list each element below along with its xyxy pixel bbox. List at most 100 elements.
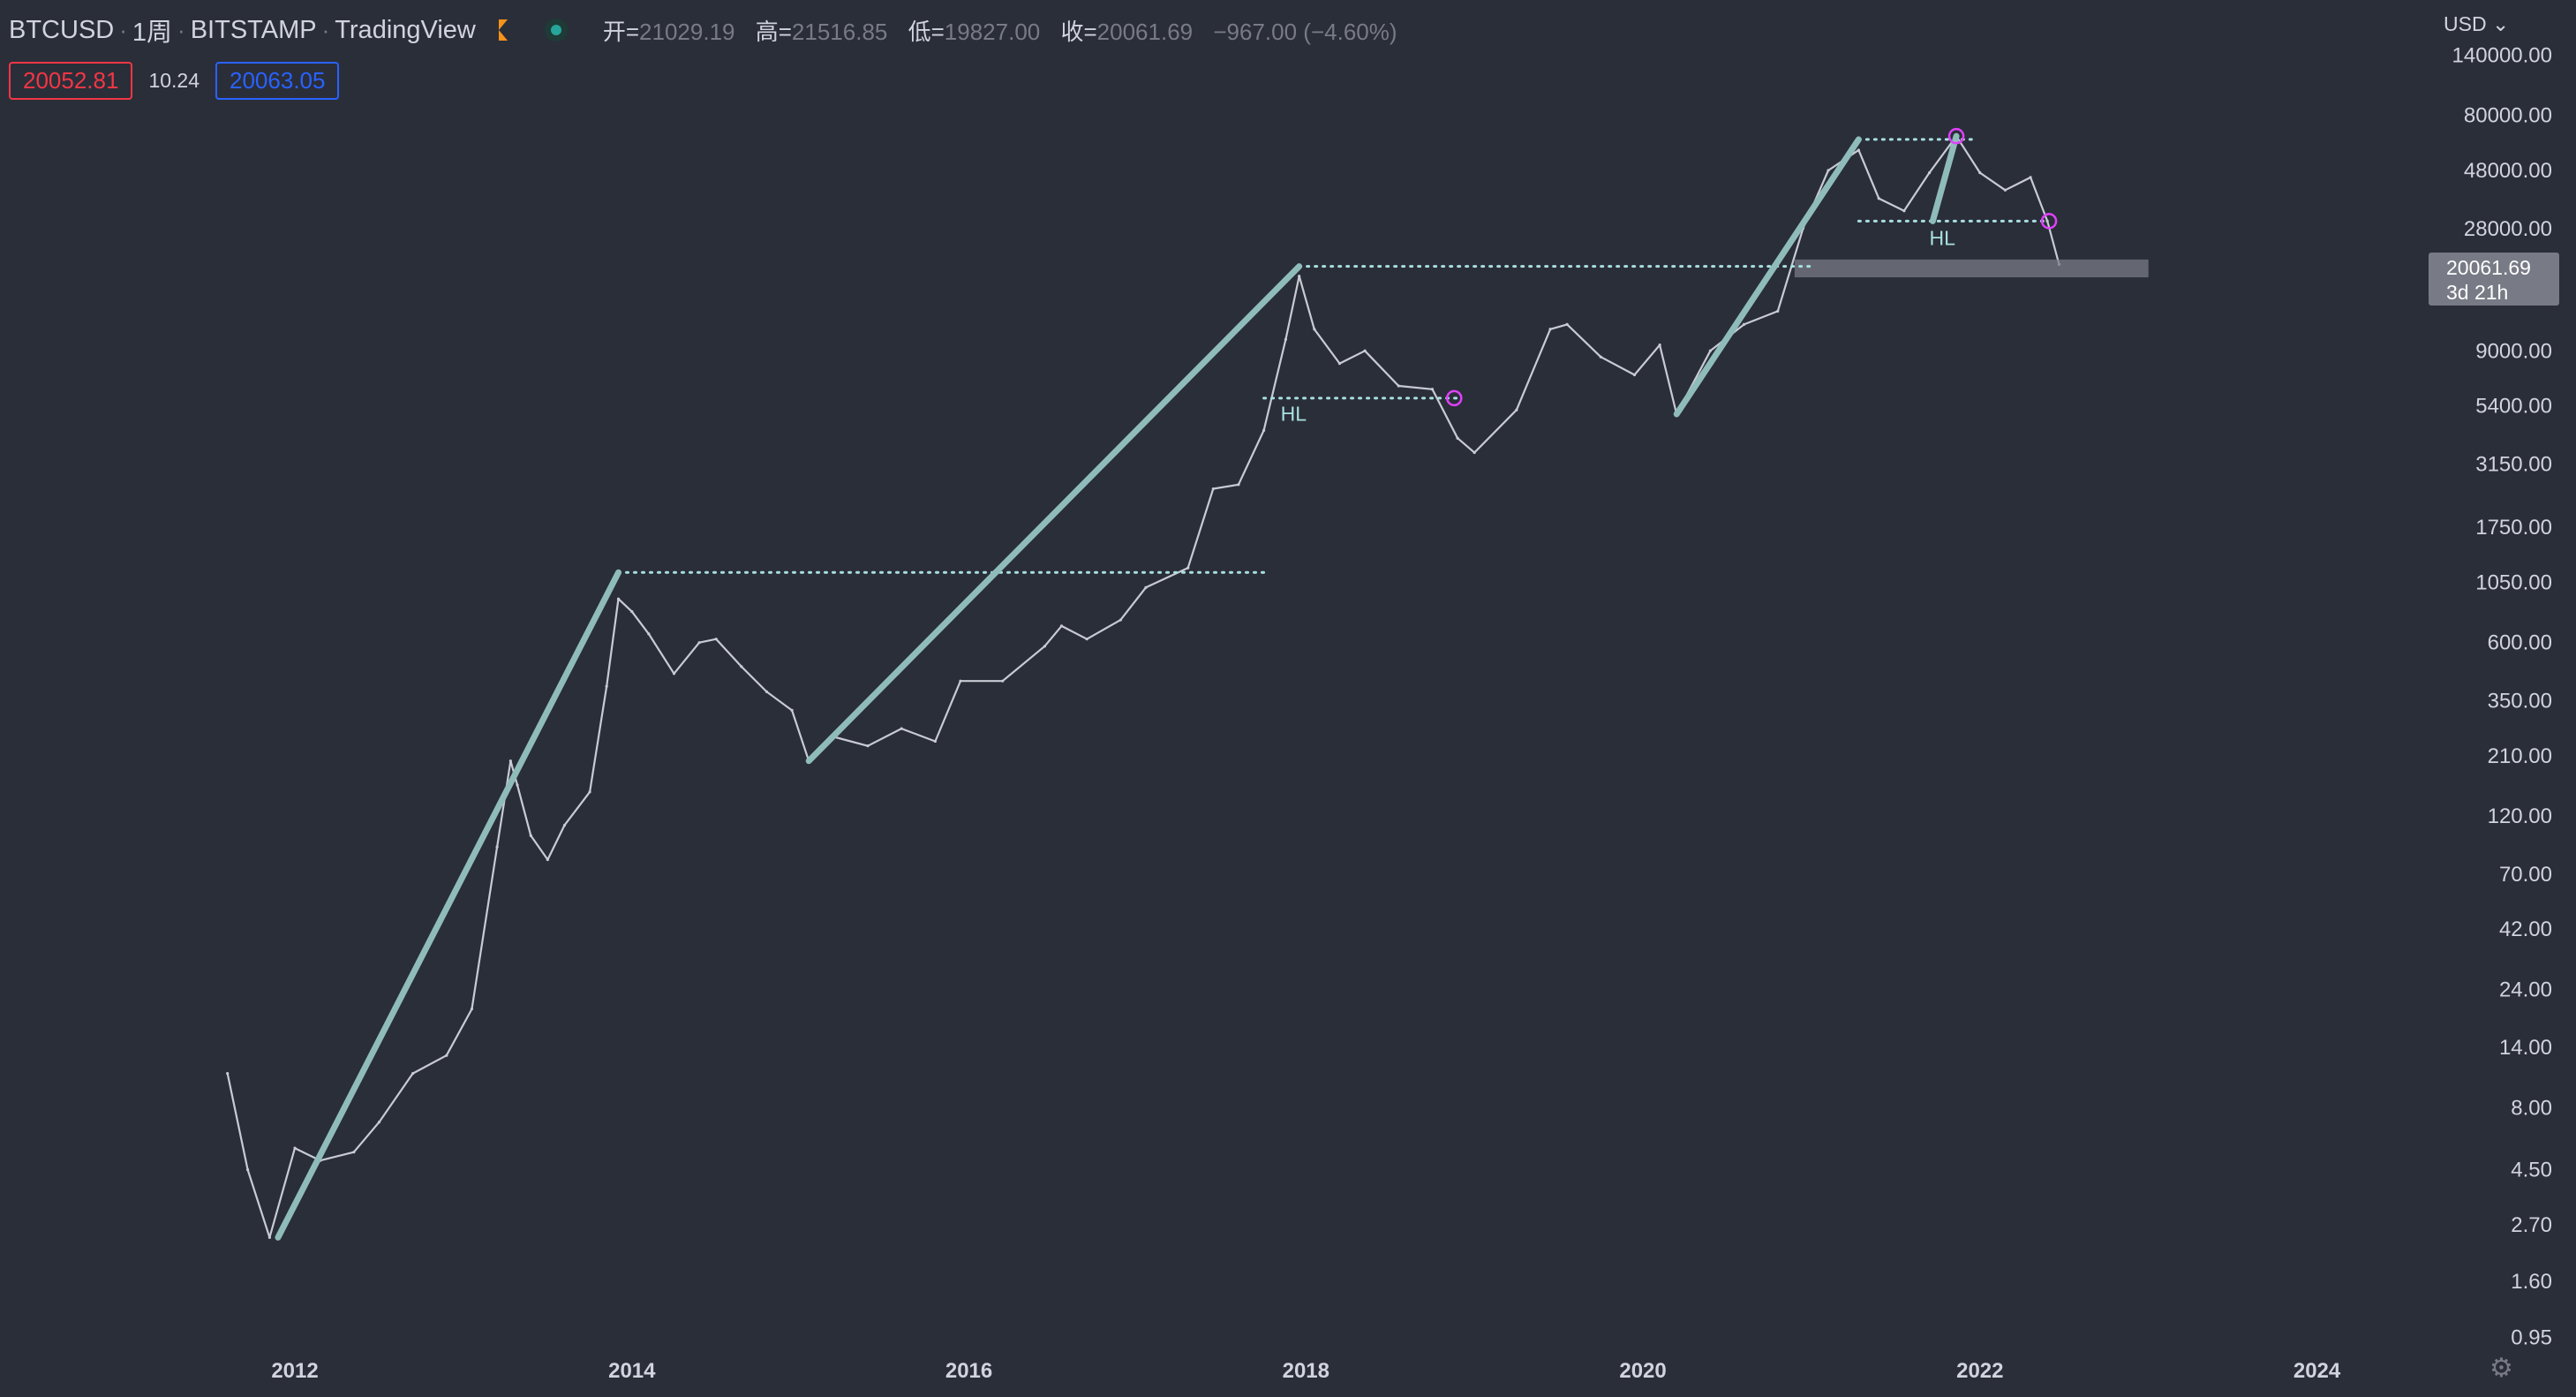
y-tick-label: 140000.00 bbox=[2452, 43, 2552, 67]
price-point bbox=[1237, 483, 1240, 487]
price-point bbox=[1262, 428, 1266, 432]
price-point bbox=[1085, 638, 1088, 641]
price-point bbox=[740, 665, 743, 668]
price-point bbox=[1978, 170, 1982, 175]
symbol-name[interactable]: BTCUSD bbox=[9, 15, 115, 44]
price-point bbox=[1001, 679, 1005, 683]
flag-icon[interactable] bbox=[476, 19, 508, 41]
price-point bbox=[1658, 344, 1661, 347]
price-point bbox=[529, 834, 532, 837]
open-value: 21029.19 bbox=[639, 18, 735, 45]
price-point bbox=[445, 1053, 448, 1057]
gear-icon[interactable]: ⚙ bbox=[2489, 1354, 2513, 1383]
price-point bbox=[1059, 624, 1064, 628]
sell-button[interactable]: 20052.81 bbox=[9, 62, 133, 100]
y-tick-label: 4.50 bbox=[2511, 1159, 2552, 1182]
trendline[interactable] bbox=[805, 263, 1303, 765]
y-tick-label: 9000.00 bbox=[2475, 339, 2552, 363]
price-point bbox=[377, 1121, 381, 1124]
price-point bbox=[1827, 169, 1830, 172]
y-tick-label: 1750.00 bbox=[2475, 516, 2552, 540]
price-point bbox=[765, 690, 769, 693]
price-point bbox=[1548, 328, 1552, 331]
y-tick-label: 3150.00 bbox=[2475, 452, 2552, 476]
price-point bbox=[1565, 322, 1569, 326]
y-tick-label: 28000.00 bbox=[2464, 217, 2552, 241]
change-value: −967.00 (−4.60%) bbox=[1213, 18, 1397, 45]
price-point bbox=[1043, 645, 1047, 648]
price-point bbox=[672, 672, 676, 676]
close-value: 20061.69 bbox=[1096, 18, 1194, 45]
y-tick-label: 1.60 bbox=[2511, 1270, 2552, 1294]
y-tick-label: 210.00 bbox=[2488, 744, 2552, 768]
price-point bbox=[1298, 275, 1301, 278]
price-point bbox=[933, 739, 937, 744]
price-point bbox=[616, 597, 621, 600]
price-point bbox=[1337, 362, 1342, 366]
buy-button[interactable]: 20063.05 bbox=[215, 62, 340, 100]
trade-panel: 20052.81 10.24 20063.05 bbox=[9, 62, 340, 100]
support-zone[interactable] bbox=[1794, 259, 2149, 278]
y-tick-label: 1050.00 bbox=[2475, 570, 2552, 594]
y-tick-label: 0.95 bbox=[2511, 1325, 2552, 1349]
price-point bbox=[714, 638, 718, 641]
y-tick-label: 42.00 bbox=[2499, 917, 2552, 941]
price-point bbox=[647, 632, 651, 636]
price-point bbox=[1632, 373, 1637, 377]
high-label: 高= bbox=[755, 18, 792, 45]
price-point bbox=[866, 744, 870, 748]
x-tick-label: 2016 bbox=[945, 1359, 992, 1383]
currency-label: USD bbox=[2444, 12, 2487, 35]
last-price-tag: 20061.69 3d 21h bbox=[2429, 253, 2559, 306]
swing-marker[interactable] bbox=[1446, 389, 1463, 407]
x-tick-label: 2012 bbox=[271, 1359, 318, 1383]
price-point bbox=[959, 679, 962, 683]
price-point bbox=[697, 641, 701, 645]
trendline[interactable] bbox=[1929, 132, 1960, 224]
hl-annotation: HL bbox=[1281, 403, 1307, 426]
price-point bbox=[1473, 450, 1476, 455]
low-label: 低= bbox=[908, 18, 945, 45]
y-tick-label: 5400.00 bbox=[2475, 395, 2552, 419]
price-point bbox=[605, 684, 608, 688]
price-point bbox=[1742, 322, 1746, 326]
price-point bbox=[470, 1008, 474, 1011]
price-point bbox=[1397, 384, 1400, 388]
price-point bbox=[2045, 219, 2049, 223]
last-price-value: 20061.69 bbox=[2446, 256, 2531, 279]
price-point bbox=[411, 1071, 415, 1076]
y-tick-label: 2.70 bbox=[2511, 1213, 2552, 1237]
price-point bbox=[1186, 566, 1190, 570]
y-tick-label: 120.00 bbox=[2488, 804, 2552, 828]
swing-marker[interactable] bbox=[1947, 127, 1965, 145]
trendline[interactable] bbox=[275, 569, 622, 1241]
currency-selector[interactable]: USD ⌄ bbox=[2444, 12, 2509, 36]
price-point bbox=[1119, 618, 1122, 622]
symbol-header: BTCUSD · 1周 · BITSTAMP · TradingView 开=2… bbox=[9, 12, 1397, 48]
ohlc-values: 开=21029.19 高=21516.85 低=19827.00 收=20061… bbox=[603, 14, 1397, 47]
bar-countdown: 3d 21h bbox=[2446, 281, 2509, 304]
price-point bbox=[508, 759, 512, 763]
swing-marker[interactable] bbox=[2040, 213, 2058, 230]
price-point bbox=[900, 727, 903, 730]
price-point bbox=[1313, 328, 1316, 331]
price-point bbox=[1776, 309, 1780, 313]
y-tick-label: 24.00 bbox=[2499, 978, 2552, 1001]
x-tick-label: 2020 bbox=[1619, 1359, 1666, 1383]
x-tick-label: 2018 bbox=[1283, 1359, 1329, 1383]
trendline[interactable] bbox=[1673, 136, 1862, 418]
price-point bbox=[293, 1146, 297, 1150]
price-point bbox=[1363, 349, 1367, 352]
price-point bbox=[1211, 487, 1215, 491]
price-point bbox=[1430, 388, 1435, 391]
hl-annotation: HL bbox=[1930, 227, 1956, 250]
price-point bbox=[516, 783, 519, 787]
chevron-down-icon: ⌄ bbox=[2486, 12, 2510, 35]
y-tick-label: 48000.00 bbox=[2464, 159, 2552, 183]
y-tick-label: 70.00 bbox=[2499, 863, 2552, 887]
price-point bbox=[1144, 585, 1148, 589]
price-point bbox=[790, 708, 794, 712]
interval-label[interactable]: 1周 bbox=[132, 19, 173, 47]
y-tick-label: 80000.00 bbox=[2464, 104, 2552, 128]
